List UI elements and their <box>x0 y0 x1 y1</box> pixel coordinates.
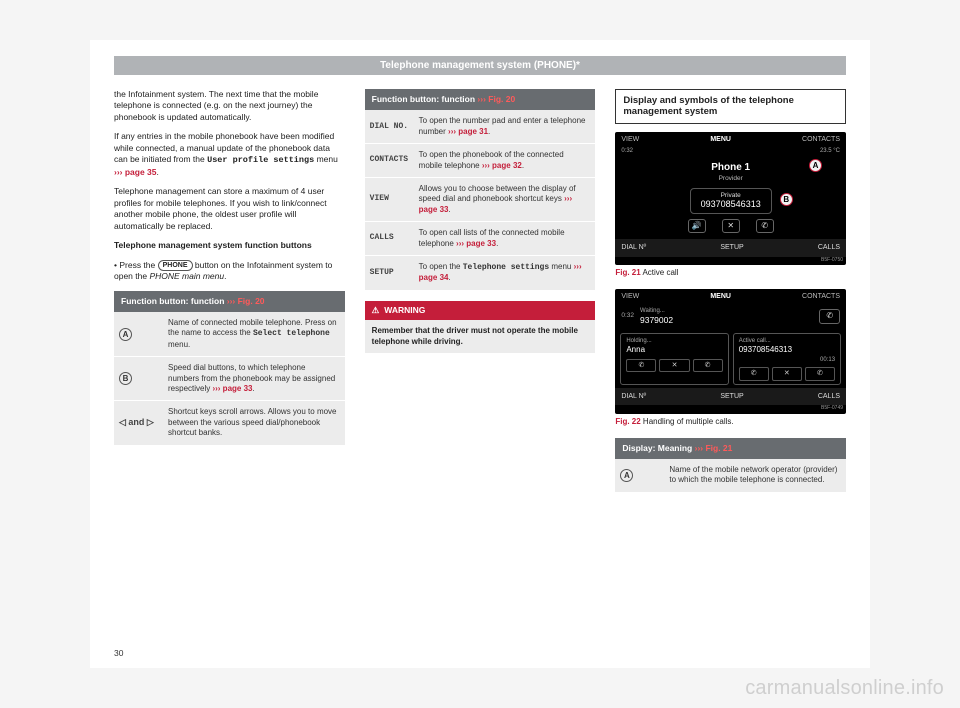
phone-tabs: VIEW MENU CONTACTS <box>615 289 846 304</box>
figure-code: B5F-0750 <box>615 257 846 266</box>
row-value: To open the number pad and enter a telep… <box>419 110 596 143</box>
row-key: CONTACTS <box>365 144 419 177</box>
section-title: Display and symbols of the telephone man… <box>615 89 846 124</box>
figure-caption: Fig. 21 Active call <box>615 268 846 279</box>
table-row: CONTACTS To open the phonebook of the co… <box>365 144 596 178</box>
table-row: ◁ and ▷ Shortcut keys scroll arrows. All… <box>114 401 345 445</box>
row-value: Name of connected mobile telephone. Pres… <box>168 312 345 356</box>
row-value: Name of the mobile network operator (pro… <box>669 459 846 492</box>
table-header: Function button: function ››› Fig. 20 <box>114 291 345 312</box>
end-icon: ✆ <box>693 359 723 372</box>
column-2: Function button: function ››› Fig. 20 DI… <box>365 89 596 649</box>
active-card: Active call... 093708546313 00:13 ✆✕✆ <box>733 333 841 384</box>
row-key: CALLS <box>365 222 419 255</box>
manual-page: Telephone management system (PHONE)* the… <box>90 40 870 668</box>
row-value: Shortcut keys scroll arrows. Allows you … <box>168 401 345 444</box>
warning-header: ⚠ WARNING <box>365 301 596 320</box>
watermark: carmanualsonline.info <box>745 677 944 700</box>
row-key: B <box>114 357 168 400</box>
table-row: SETUP To open the Telephone settings men… <box>365 256 596 291</box>
column-3: Display and symbols of the telephone man… <box>615 89 846 649</box>
row-key: A <box>615 459 669 492</box>
column-1: the Infotainment system. The next time t… <box>114 89 345 649</box>
phone-waiting-row: 0:32 Waiting... 9379002 ✆ <box>615 305 846 331</box>
phone-main: Phone 1 Provider A Private 093708546313 … <box>615 157 846 239</box>
phone-bottom-tabs: DIAL Nº SETUP CALLS <box>615 388 846 405</box>
warning-icon: ⚠ <box>372 305 380 316</box>
phone-screenshot-fig21: VIEW MENU CONTACTS 0:32 23.5 °C Phone 1 … <box>615 132 846 266</box>
table-row: VIEW Allows you to choose between the di… <box>365 178 596 222</box>
para: If any entries in the mobile phonebook h… <box>114 131 345 178</box>
mute-icon: ✕ <box>722 219 740 233</box>
warning-body: Remember that the driver must not operat… <box>365 320 596 353</box>
row-value: Allows you to choose between the display… <box>419 178 596 221</box>
row-value: To open the phonebook of the connected m… <box>419 144 596 177</box>
mute-icon: ✕ <box>772 367 802 380</box>
table-row: B Speed dial buttons, to which telephone… <box>114 357 345 401</box>
row-value: To open call lists of the connected mobi… <box>419 222 596 255</box>
page-number: 30 <box>114 648 123 658</box>
row-value: To open the Telephone settings menu ››› … <box>419 256 596 290</box>
row-key: VIEW <box>365 178 419 221</box>
para: the Infotainment system. The next time t… <box>114 89 345 123</box>
speaker-icon: 🔊 <box>688 219 706 233</box>
columns: the Infotainment system. The next time t… <box>114 89 846 649</box>
phone-button-icon: PHONE <box>158 260 193 271</box>
table-header: Function button: function ››› Fig. 20 <box>365 89 596 110</box>
row-value: Speed dial buttons, to which telephone n… <box>168 357 345 400</box>
hangup-icon: ✆ <box>756 219 774 233</box>
phone-screenshot-fig22: VIEW MENU CONTACTS 0:32 Waiting... 93790… <box>615 289 846 414</box>
figure-code: B5F-0749 <box>615 405 846 414</box>
hold-icon: ✆ <box>739 367 769 380</box>
para: Telephone management can store a maximum… <box>114 186 345 232</box>
phone-bottom-tabs: DIAL Nº SETUP CALLS <box>615 239 846 256</box>
phone-call-grid: Holding... Anna ✆✕✆ Active call... 09370… <box>615 330 846 387</box>
row-key: DIAL NO. <box>365 110 419 143</box>
resume-icon: ✆ <box>626 359 656 372</box>
callout-b-icon: B <box>780 193 793 206</box>
subhead: Telephone management system function but… <box>114 240 345 251</box>
table-row: A Name of the mobile network operator (p… <box>615 459 846 493</box>
table-row: CALLS To open call lists of the connecte… <box>365 222 596 256</box>
row-key: SETUP <box>365 256 419 290</box>
phone-action-icons: 🔊 ✕ ✆ <box>621 219 840 233</box>
figure-caption: Fig. 22 Handling of multiple calls. <box>615 417 846 428</box>
row-key: A <box>114 312 168 356</box>
bullet: • Press the PHONE button on the Infotain… <box>114 260 345 283</box>
table-row: DIAL NO. To open the number pad and ente… <box>365 110 596 144</box>
table-row: A Name of connected mobile telephone. Pr… <box>114 312 345 357</box>
end-icon: ✆ <box>805 367 835 380</box>
row-key: ◁ and ▷ <box>114 401 168 444</box>
section-header: Telephone management system (PHONE)* <box>114 56 846 75</box>
phone-call-box: Private 093708546313 B <box>690 188 772 215</box>
mute-icon: ✕ <box>659 359 689 372</box>
answer-icon: ✆ <box>819 309 840 324</box>
table-header: Display: Meaning ››› Fig. 21 <box>615 438 846 459</box>
holding-card: Holding... Anna ✆✕✆ <box>620 333 728 384</box>
phone-status: 0:32 23.5 °C <box>615 147 846 157</box>
phone-tabs: VIEW MENU CONTACTS <box>615 132 846 147</box>
